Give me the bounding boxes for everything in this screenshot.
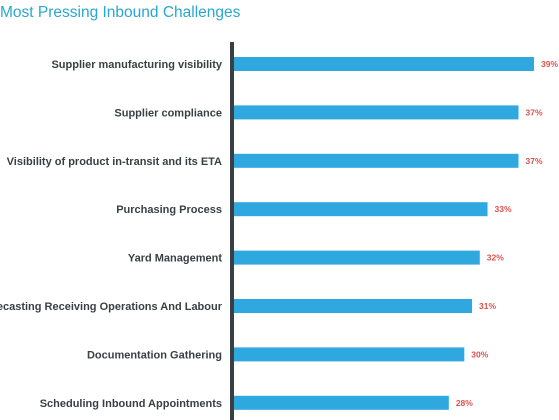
category-label-0: Supplier manufacturing visibility [51, 59, 222, 71]
chart-title: Most Pressing Inbound Challenges [0, 4, 241, 21]
category-label-7: Scheduling Inbound Appointments [40, 398, 222, 410]
bar-4 [232, 250, 480, 265]
category-label-1: Supplier compliance [114, 107, 222, 119]
value-label-5: 31% [479, 301, 496, 311]
bar-7 [232, 395, 449, 410]
value-labels-group: 39% 37% 37% 33% 32% 31% 30% 28% [456, 59, 559, 408]
bar-1 [232, 105, 519, 120]
value-label-6: 30% [471, 349, 488, 359]
bar-3 [232, 202, 488, 217]
category-label-5: Forecasting Receiving Operations And Lab… [0, 301, 223, 313]
category-label-3: Purchasing Process [116, 204, 222, 216]
value-label-1: 37% [526, 107, 543, 117]
bar-0 [232, 57, 534, 71]
bars-group [232, 57, 534, 410]
bar-2 [232, 153, 519, 168]
category-label-2: Visibility of product in-transit and its… [7, 156, 222, 168]
bar-6 [232, 347, 465, 362]
value-label-7: 28% [456, 398, 473, 408]
category-label-6: Documentation Gathering [87, 349, 222, 361]
value-label-4: 32% [487, 253, 504, 263]
category-label-4: Yard Management [128, 253, 222, 265]
category-labels-group: Supplier manufacturing visibility Supplie… [0, 59, 223, 410]
bar-5 [232, 299, 473, 313]
value-label-0: 39% [541, 59, 558, 69]
value-label-2: 37% [526, 156, 543, 166]
value-label-3: 33% [495, 204, 512, 214]
